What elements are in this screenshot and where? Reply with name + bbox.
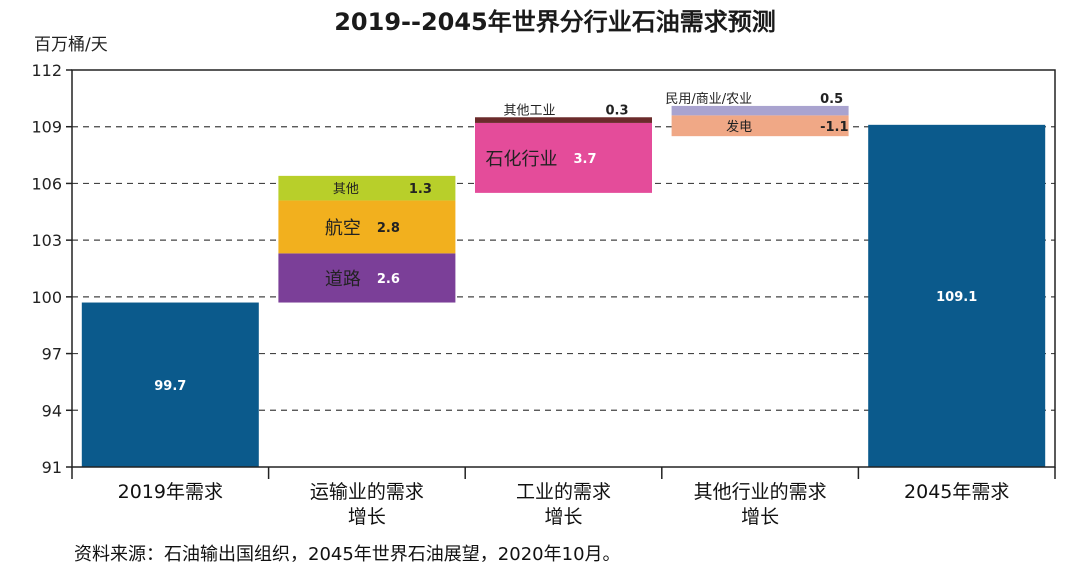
segment-bar [475, 122, 652, 193]
total-bar [868, 124, 1046, 468]
segment-bar [475, 117, 652, 123]
bars-layer [81, 105, 1046, 468]
total-bar-value-label: 99.7 [154, 379, 186, 394]
y-tick-label: 109 [31, 118, 62, 137]
segment-bar [278, 253, 456, 303]
y-tick-label: 100 [31, 288, 62, 307]
category-label: 其他行业的需求 [694, 481, 827, 503]
category-label: 增长 [348, 506, 386, 528]
segment-name-label: 石化行业 [486, 149, 558, 170]
total-bar [81, 302, 259, 467]
y-tick-label: 97 [42, 345, 62, 364]
segment-value-label: 2.6 [377, 272, 400, 287]
category-label: 增长 [544, 506, 582, 528]
category-label: 运输业的需求 [310, 481, 424, 503]
plot-frame [71, 69, 1056, 468]
source-note: 资料来源：石油输出国组织，2045年世界石油展望，2020年10月。 [74, 544, 621, 565]
segment-name-label: 航空 [325, 218, 361, 239]
segment-name-label: 发电 [726, 119, 752, 135]
segment-name-label: 其他 [333, 182, 359, 197]
segment-bar [278, 200, 456, 254]
y-tick-label: 91 [42, 458, 62, 477]
y-tick-label: 94 [42, 401, 62, 420]
segment-value-label: 1.3 [409, 182, 432, 197]
segment-bar [278, 175, 456, 201]
y-axis-unit-label: 百万桶/天 [34, 35, 108, 55]
y-tick-label: 103 [31, 231, 62, 250]
segment-bar [671, 115, 849, 137]
chart-title: 2019--2045年世界分行业石油需求预测 [334, 8, 776, 36]
segment-bar [671, 105, 849, 116]
segment-value-label: -1.1 [820, 120, 848, 135]
category-label: 增长 [741, 506, 779, 528]
segment-name-label: 道路 [325, 269, 361, 290]
segment-value-label: 0.3 [606, 103, 629, 118]
category-label: 工业的需求 [516, 481, 611, 503]
segment-name-label: 其他工业 [503, 103, 555, 118]
category-label: 2019年需求 [118, 481, 223, 503]
category-label: 2045年需求 [904, 481, 1009, 503]
segment-value-label: 3.7 [574, 152, 597, 167]
y-tick-label: 112 [31, 61, 62, 80]
total-bar-value-label: 109.1 [936, 290, 977, 305]
axis-layer [66, 69, 1056, 479]
segment-name-label: 民用/商业/农业 [665, 92, 752, 107]
segment-value-label: 2.8 [377, 221, 400, 236]
segment-value-label: 0.5 [820, 92, 843, 107]
y-tick-label: 106 [31, 174, 62, 193]
